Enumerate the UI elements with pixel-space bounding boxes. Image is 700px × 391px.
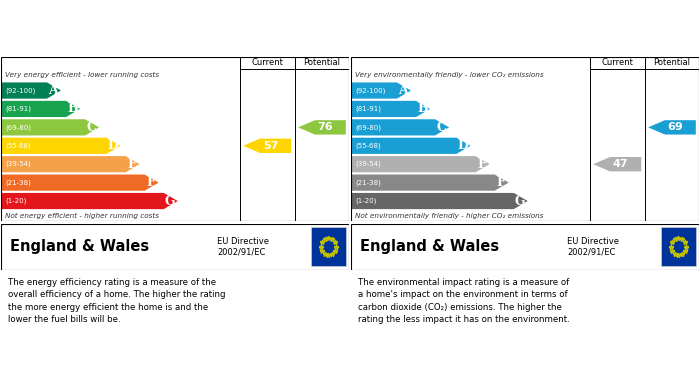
Text: Current: Current (251, 58, 283, 67)
Text: The energy efficiency rating is a measure of the
overall efficiency of a home. T: The energy efficiency rating is a measur… (8, 278, 226, 324)
Polygon shape (351, 101, 430, 117)
Text: (39-54): (39-54) (356, 161, 382, 167)
Polygon shape (1, 156, 139, 172)
Polygon shape (243, 138, 291, 153)
Text: (92-100): (92-100) (6, 87, 36, 94)
Polygon shape (1, 193, 178, 209)
Text: A: A (398, 84, 408, 97)
Text: Energy Efficiency Rating: Energy Efficiency Rating (10, 25, 173, 38)
Text: (69-80): (69-80) (356, 124, 382, 131)
Text: D: D (107, 139, 118, 152)
Text: Current: Current (601, 58, 633, 67)
Polygon shape (351, 156, 489, 172)
Polygon shape (1, 138, 120, 154)
Text: A: A (48, 84, 58, 97)
Text: The environmental impact rating is a measure of
a home's impact on the environme: The environmental impact rating is a mea… (358, 278, 570, 324)
Text: (55-68): (55-68) (356, 143, 382, 149)
Text: D: D (457, 139, 468, 152)
Text: Not energy efficient - higher running costs: Not energy efficient - higher running co… (5, 213, 159, 219)
Polygon shape (298, 120, 346, 135)
Text: (1-20): (1-20) (6, 198, 27, 204)
Text: (81-91): (81-91) (6, 106, 32, 112)
Text: G: G (164, 195, 175, 208)
Polygon shape (351, 193, 528, 209)
Text: B: B (67, 102, 78, 115)
Polygon shape (648, 120, 696, 135)
Polygon shape (351, 83, 411, 99)
Text: G: G (514, 195, 525, 208)
Text: EU Directive
2002/91/EC: EU Directive 2002/91/EC (217, 237, 269, 256)
Text: Very environmentally friendly - lower CO₂ emissions: Very environmentally friendly - lower CO… (355, 72, 543, 78)
Text: Potential: Potential (304, 58, 340, 67)
Text: Very energy efficient - lower running costs: Very energy efficient - lower running co… (5, 72, 159, 78)
Text: 76: 76 (318, 122, 333, 133)
Polygon shape (1, 119, 99, 135)
Polygon shape (1, 174, 159, 191)
Text: Not environmentally friendly - higher CO₂ emissions: Not environmentally friendly - higher CO… (355, 213, 543, 219)
Text: E: E (477, 158, 486, 171)
Text: E: E (127, 158, 136, 171)
Text: F: F (496, 176, 505, 189)
Text: C: C (86, 121, 97, 134)
Polygon shape (1, 83, 61, 99)
FancyBboxPatch shape (661, 227, 696, 266)
Text: (81-91): (81-91) (356, 106, 382, 112)
Polygon shape (351, 138, 470, 154)
Text: 57: 57 (263, 141, 278, 151)
Text: EU Directive
2002/91/EC: EU Directive 2002/91/EC (567, 237, 619, 256)
Polygon shape (1, 101, 80, 117)
Text: (69-80): (69-80) (6, 124, 32, 131)
Text: (92-100): (92-100) (356, 87, 386, 94)
Text: B: B (417, 102, 428, 115)
Text: (21-38): (21-38) (6, 179, 32, 186)
Text: (1-20): (1-20) (356, 198, 377, 204)
Text: 69: 69 (668, 122, 683, 133)
Text: C: C (436, 121, 447, 134)
Text: F: F (146, 176, 155, 189)
Text: 47: 47 (612, 159, 629, 169)
Text: (55-68): (55-68) (6, 143, 32, 149)
Polygon shape (351, 119, 449, 135)
FancyBboxPatch shape (311, 227, 346, 266)
Text: England & Wales: England & Wales (10, 239, 149, 254)
Text: (39-54): (39-54) (6, 161, 32, 167)
Text: Potential: Potential (654, 58, 690, 67)
Text: Environmental Impact (CO₂) Rating: Environmental Impact (CO₂) Rating (360, 25, 592, 38)
Polygon shape (351, 174, 509, 191)
Polygon shape (593, 157, 641, 171)
Text: (21-38): (21-38) (356, 179, 382, 186)
Text: England & Wales: England & Wales (360, 239, 499, 254)
